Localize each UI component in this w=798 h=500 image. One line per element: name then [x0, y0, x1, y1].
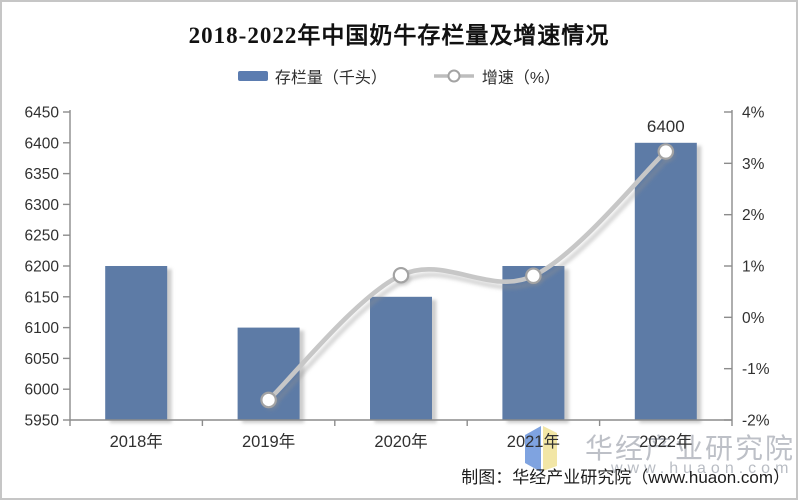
credit-line: 制图：华经产业研究院（www.huaon.com） — [461, 468, 790, 487]
left-axis-tick-label: 6000 — [25, 382, 60, 399]
x-axis-category-label: 2020年 — [374, 432, 427, 451]
growth-marker — [392, 266, 410, 284]
left-axis-tick-label: 6350 — [25, 166, 60, 183]
chart-legend: 存栏量（千头） 增速（%） — [2, 64, 796, 88]
right-axis-tick-label: -2% — [742, 413, 770, 430]
legend-line-label: 增速（%） — [481, 70, 561, 87]
left-axis-tick-label: 6200 — [25, 259, 60, 276]
huaon-logo-icon — [522, 424, 560, 474]
bar-2022年 — [634, 142, 697, 421]
x-axis-category-label: 2019年 — [242, 432, 295, 451]
legend-item-inventory: 存栏量（千头） — [237, 64, 387, 88]
growth-line — [266, 149, 669, 403]
x-axis-category-label: 2022年 — [639, 432, 692, 451]
legend-bar-label: 存栏量（千头） — [274, 70, 387, 87]
chart-title: 2018-2022年中国奶牛存栏量及增速情况 — [188, 23, 610, 48]
right-axis-tick-label: 0% — [742, 310, 765, 327]
left-axis-tick-label: 5950 — [25, 413, 60, 430]
watermark-name: 华经产业研究院 — [585, 433, 796, 464]
growth-marker — [657, 143, 675, 160]
left-axis-tick-label: 6250 — [25, 228, 60, 245]
right-axis-tick-label: 1% — [742, 259, 765, 276]
growth-line-shadow — [270, 155, 672, 408]
left-axis-tick-label: 6450 — [25, 105, 60, 122]
x-axis-category-label: 2021年 — [507, 432, 560, 451]
bar-2020年 — [370, 296, 432, 420]
bar-2021年 — [502, 266, 565, 420]
bar-series-swatch-icon — [237, 71, 268, 81]
right-axis-tick-label: -1% — [742, 361, 770, 378]
left-axis-tick-label: 6050 — [25, 351, 60, 368]
growth-marker — [260, 391, 277, 409]
bar-value-label: 6400 — [647, 117, 685, 136]
right-axis-tick-label: 2% — [742, 207, 765, 224]
legend-item-growth: 增速（%） — [433, 64, 560, 88]
right-axis-tick-label: 4% — [742, 105, 765, 122]
bar-2018年 — [105, 266, 168, 420]
line-series-swatch-icon — [433, 69, 474, 83]
left-axis-tick-label: 6100 — [25, 320, 60, 337]
x-axis-category-label: 2018年 — [110, 432, 163, 451]
watermark-url: www.huaon.com — [611, 460, 794, 477]
left-axis-tick-label: 6150 — [25, 289, 60, 306]
growth-marker — [525, 267, 542, 285]
left-axis-tick-label: 6400 — [25, 135, 60, 152]
left-axis-tick-label: 6300 — [25, 197, 60, 214]
right-axis-tick-label: 3% — [742, 156, 765, 173]
